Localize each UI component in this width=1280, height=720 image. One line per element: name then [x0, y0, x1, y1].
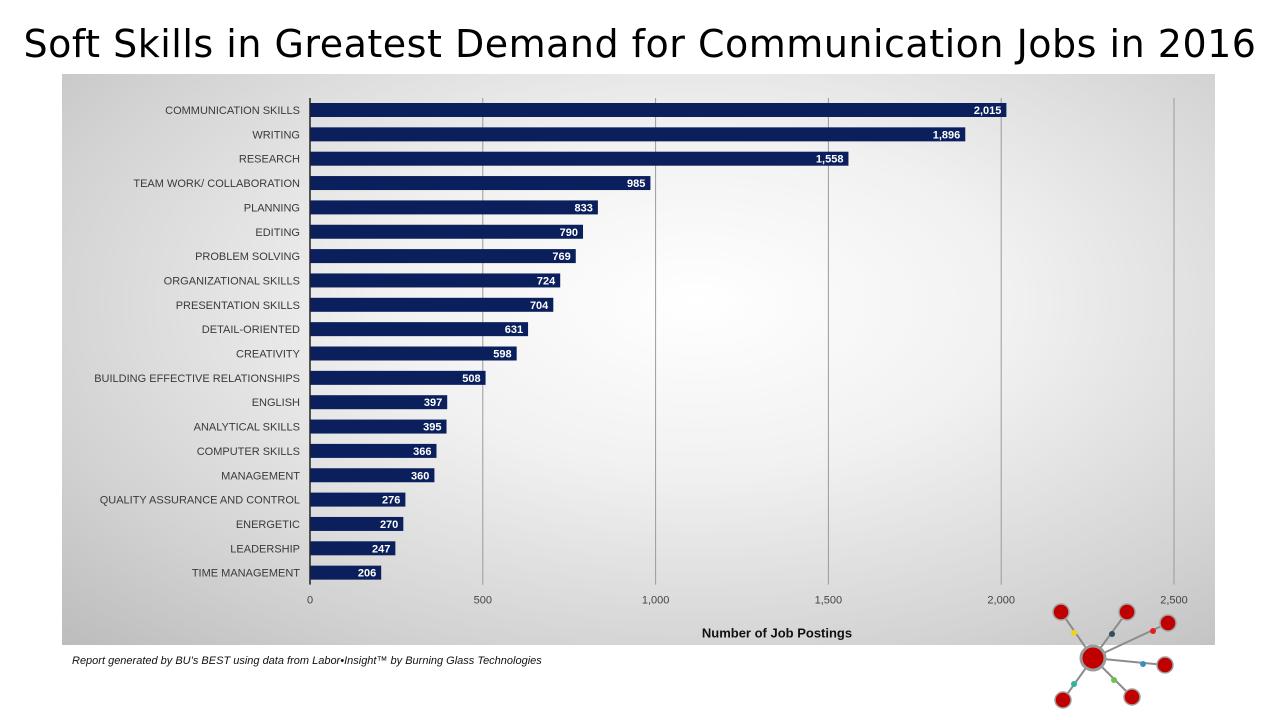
data-label: 833: [575, 202, 593, 214]
data-label: 366: [413, 446, 431, 458]
data-label: 206: [358, 568, 376, 580]
network-logo: [1052, 603, 1177, 709]
bar: [310, 370, 486, 385]
logo-node: [1159, 614, 1177, 632]
data-label: 2,015: [974, 105, 1002, 117]
bar: [310, 322, 529, 337]
bar: [310, 224, 584, 239]
bar: [310, 468, 435, 483]
data-label: 397: [424, 397, 442, 409]
bar: [310, 346, 517, 361]
x-tick-label: 1,000: [642, 595, 670, 607]
bar: [310, 249, 576, 264]
chart-panel: 0 500 1,000 1,500 2,000 2,500 COMMUNICATION SK…: [62, 74, 1215, 645]
category-label: ANALYTICAL SKILLS: [194, 422, 300, 434]
logo-dot: [1071, 630, 1077, 636]
bar: [310, 492, 406, 507]
bar: [310, 419, 447, 434]
x-tick-label: 500: [474, 595, 492, 607]
data-label: 247: [372, 543, 390, 555]
logo-edges: [1060, 611, 1169, 701]
category-label: ORGANIZATIONAL SKILLS: [164, 275, 300, 287]
bar: [310, 151, 849, 166]
category-label: WRITING: [252, 129, 300, 141]
category-label: DETAIL-ORIENTED: [202, 324, 300, 336]
category-label: EDITING: [255, 227, 300, 239]
data-label: 769: [552, 251, 570, 263]
bar: [310, 443, 437, 458]
logo-dot: [1150, 628, 1156, 634]
category-label: MANAGEMENT: [221, 470, 300, 482]
x-tick-label: 0: [307, 595, 313, 607]
category-label: CREATIVITY: [236, 349, 301, 361]
category-label: LEADERSHIP: [230, 543, 300, 555]
x-tick-label: 1,500: [815, 595, 843, 607]
bar: [310, 565, 382, 580]
category-label: QUALITY ASSURANCE AND CONTROL: [100, 495, 300, 507]
data-label: 985: [627, 178, 645, 190]
data-label: 276: [382, 495, 400, 507]
category-label: TEAM WORK/ COLLABORATION: [133, 178, 300, 190]
category-label: ENERGETIC: [236, 519, 300, 531]
category-label: RESEARCH: [239, 154, 300, 166]
x-axis-title: Number of Job Postings: [702, 626, 852, 641]
bar: [310, 541, 396, 556]
category-label: COMMUNICATION SKILLS: [165, 105, 300, 117]
category-label: PRESENTATION SKILLS: [176, 300, 300, 312]
bar: [310, 200, 598, 215]
data-label: 1,896: [933, 129, 961, 141]
data-label: 395: [423, 422, 441, 434]
logo-node: [1054, 691, 1072, 709]
logo-node: [1156, 656, 1174, 674]
category-label: TIME MANAGEMENT: [192, 568, 300, 580]
category-label: PLANNING: [244, 202, 300, 214]
source-footnote: Report generated by BU’s BEST using data…: [72, 655, 542, 667]
logo-dot: [1140, 661, 1146, 667]
logo-node: [1052, 603, 1070, 621]
bar: [310, 516, 404, 531]
bar: [310, 176, 651, 191]
bar: [310, 395, 448, 410]
bar-chart: 0 500 1,000 1,500 2,000 2,500 COMMUNICATION SK…: [94, 98, 1188, 641]
data-label: 508: [462, 373, 480, 385]
data-label: 704: [530, 300, 549, 312]
data-label: 631: [505, 324, 523, 336]
data-label: 270: [380, 519, 398, 531]
logo-node: [1118, 603, 1136, 621]
bar: [310, 103, 1007, 117]
logo-dot: [1111, 677, 1117, 683]
data-label: 790: [560, 227, 578, 239]
page-title: Soft Skills in Greatest Demand for Commu…: [23, 22, 1257, 66]
data-label: 1,558: [816, 154, 844, 166]
x-tick-label: 2,000: [987, 595, 1015, 607]
bar: [310, 127, 966, 142]
category-label: ENGLISH: [252, 397, 300, 409]
category-label: COMPUTER SKILLS: [197, 446, 300, 458]
x-tick-label: 2,500: [1160, 595, 1188, 607]
data-label: 360: [411, 470, 429, 482]
bar: [310, 273, 561, 288]
bar: [310, 297, 554, 312]
data-label: 598: [493, 349, 511, 361]
logo-dot: [1071, 681, 1077, 687]
logo-node: [1123, 688, 1141, 706]
logo-dot: [1109, 631, 1115, 637]
data-label: 724: [537, 275, 556, 287]
category-label: PROBLEM SOLVING: [195, 251, 300, 263]
category-label: BUILDING EFFECTIVE RELATIONSHIPS: [94, 373, 300, 385]
logo-hub-node: [1079, 644, 1107, 672]
